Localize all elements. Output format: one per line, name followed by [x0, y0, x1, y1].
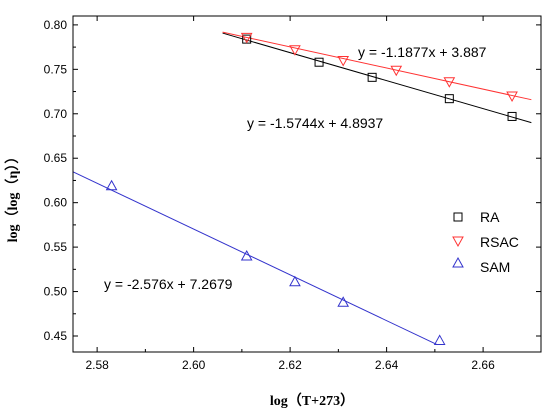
legend-item-ra: RA	[453, 209, 500, 225]
legend-label-rsac: RSAC	[480, 234, 519, 250]
y-tick-label-4: 0.65	[44, 151, 68, 165]
point-rsac-3	[390, 65, 403, 77]
fit-line-sam	[72, 171, 438, 346]
plot-frame	[72, 15, 542, 353]
y-tick-label-2: 0.55	[44, 240, 68, 254]
point-sam-1	[240, 249, 253, 261]
y-tick-label-5: 0.70	[44, 107, 68, 121]
legend-marker-ra	[453, 212, 463, 222]
legend-item-rsac: RSAC	[452, 234, 519, 250]
legend-label-ra: RA	[480, 209, 500, 225]
equation-sam: y = -2.576x + 7.2679	[104, 276, 233, 292]
equation-rsac: y = -1.1877x + 3.887	[358, 44, 487, 60]
legend-marker-sam	[452, 256, 464, 268]
point-ra-3	[444, 94, 454, 104]
point-ra-4	[507, 111, 517, 121]
point-rsac-5	[506, 91, 518, 103]
y-tick-label-1: 0.50	[44, 285, 68, 299]
point-sam-4	[433, 334, 446, 345]
equation-ra: y = -1.5744x + 4.8937	[247, 115, 383, 131]
point-ra-1	[314, 57, 324, 67]
fit-line-rsac	[222, 31, 532, 101]
point-sam-0	[105, 179, 118, 191]
point-ra-2	[367, 72, 377, 82]
x-axis-label: log（T+273）	[270, 393, 354, 409]
x-tick-label-2: 2.62	[278, 358, 302, 372]
point-rsac-1	[289, 45, 301, 56]
plot-area: 2.58 2.60 2.62 2.64 2.66 0.45 0.50 0.55 0.60 0.65…	[44, 15, 542, 372]
legend: RA RSAC SAM	[452, 209, 519, 275]
point-rsac-2	[337, 55, 350, 67]
x-tick-label-3: 2.64	[375, 358, 399, 372]
fit-line-ra	[222, 32, 532, 124]
point-sam-3	[337, 296, 350, 307]
point-rsac-4	[443, 77, 456, 88]
legend-item-sam: SAM	[452, 256, 510, 275]
y-axis-label: log（log（η））	[5, 150, 21, 243]
x-tick-label-0: 2.58	[85, 358, 109, 372]
legend-marker-rsac	[452, 236, 464, 248]
point-rsac-0	[240, 32, 253, 44]
x-tick-label-4: 2.66	[471, 358, 495, 372]
y-tick-label-7: 0.80	[44, 18, 68, 32]
y-tick-label-0: 0.45	[44, 329, 68, 343]
legend-label-sam: SAM	[480, 259, 510, 275]
y-tick-label-3: 0.60	[44, 196, 68, 210]
y-tick-label-6: 0.75	[44, 62, 68, 76]
x-tick-label-1: 2.60	[182, 358, 206, 372]
point-sam-2	[289, 275, 301, 287]
